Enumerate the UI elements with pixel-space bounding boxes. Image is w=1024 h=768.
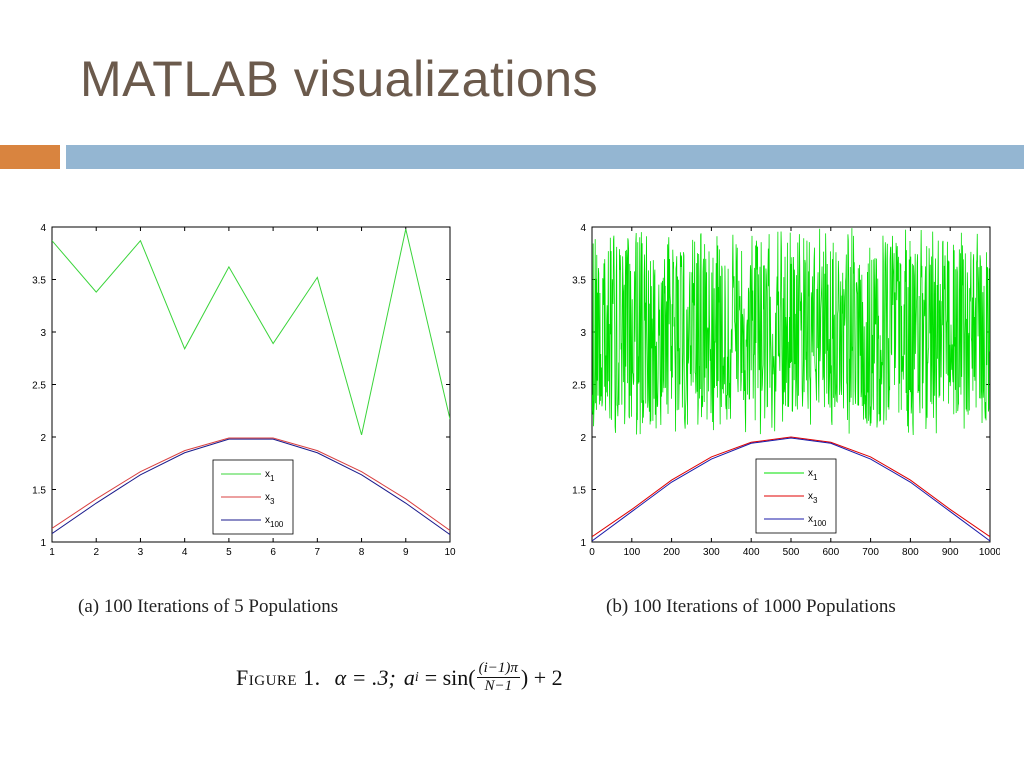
legend-label-x1: x1 <box>265 469 275 483</box>
x-tick-label: 800 <box>902 547 919 558</box>
y-tick-label: 1 <box>40 538 46 549</box>
plot-area <box>52 228 450 536</box>
y-tick-label: 1.5 <box>572 486 586 497</box>
series-line-x100 <box>52 438 450 536</box>
caption-a: (a) 100 Iterations of 5 Populations <box>78 596 339 617</box>
legend-label-x3: x3 <box>808 491 818 505</box>
x-tick-label: 600 <box>822 547 839 558</box>
x-tick-label: 100 <box>623 547 640 558</box>
figure-ai: a <box>403 664 415 690</box>
x-tick-label: 5 <box>226 547 232 558</box>
series-line-x1 <box>52 228 450 436</box>
figure-eq: = sin( <box>424 664 476 690</box>
legend-sub-x3: 3 <box>270 497 275 506</box>
plot-area <box>592 228 990 542</box>
legend-sub-x100: 100 <box>270 520 284 529</box>
figure-fraction: (i−1)π N−1 <box>476 660 520 695</box>
accent-bar-orange <box>0 145 60 169</box>
x-tick-label: 700 <box>862 547 879 558</box>
y-tick-label: 1 <box>580 538 586 549</box>
figure-alpha: α = .3; <box>334 664 396 690</box>
slide-title: MATLAB visualizations <box>80 51 599 107</box>
accent-bar-blue <box>66 145 1024 169</box>
x-tick-label: 0 <box>589 547 595 558</box>
figure-label: Figure 1. <box>236 664 321 690</box>
y-tick-label: 2 <box>580 433 586 444</box>
y-tick-label: 2.5 <box>32 381 46 392</box>
series-line-x3 <box>592 436 990 538</box>
x-tick-label: 3 <box>138 547 144 558</box>
legend-label-x1: x1 <box>808 468 818 482</box>
x-tick-label: 1 <box>49 547 55 558</box>
x-tick-label: 8 <box>359 547 365 558</box>
legend-sub-x1: 1 <box>813 473 818 482</box>
series-line-x3 <box>52 437 450 531</box>
x-tick-label: 400 <box>743 547 760 558</box>
x-tick-label: 10 <box>444 547 456 558</box>
y-tick-label: 2 <box>40 433 46 444</box>
x-tick-label: 200 <box>663 547 680 558</box>
y-tick-label: 2.5 <box>572 381 586 392</box>
figure-denominator: N−1 <box>484 678 513 694</box>
series-line-x100 <box>592 437 990 542</box>
legend-sub-x1: 1 <box>270 474 275 483</box>
y-tick-label: 3.5 <box>32 276 46 287</box>
x-tick-label: 500 <box>783 547 800 558</box>
y-tick-label: 3.5 <box>572 276 586 287</box>
figure-tail: ) + 2 <box>520 664 563 690</box>
y-tick-label: 4 <box>580 223 586 234</box>
series-line-x1 <box>592 228 990 435</box>
y-tick-label: 3 <box>580 328 586 339</box>
x-tick-label: 900 <box>942 547 959 558</box>
x-tick-label: 4 <box>182 547 188 558</box>
figure-numerator: (i−1)π <box>476 660 520 678</box>
y-tick-label: 3 <box>40 328 46 339</box>
y-tick-label: 4 <box>40 223 46 234</box>
x-tick-label: 2 <box>93 547 99 558</box>
y-tick-label: 1.5 <box>32 486 46 497</box>
chart-b: 1 1.5 2 2.5 3 3.5 4 0 100 200 300 400 500 600 700 800 90… <box>572 223 1000 558</box>
x-tick-label: 7 <box>315 547 321 558</box>
figure-ai-sub: i <box>414 669 419 685</box>
legend-label-x3: x3 <box>265 492 275 506</box>
x-tick-label: 1000 <box>979 547 1000 558</box>
legend-sub-x3: 3 <box>813 496 818 505</box>
caption-b: (b) 100 Iterations of 1000 Populations <box>606 596 896 617</box>
x-tick-label: 9 <box>403 547 409 558</box>
legend-sub-x100: 100 <box>813 519 827 528</box>
x-tick-label: 300 <box>703 547 720 558</box>
x-tick-label: 6 <box>270 547 276 558</box>
